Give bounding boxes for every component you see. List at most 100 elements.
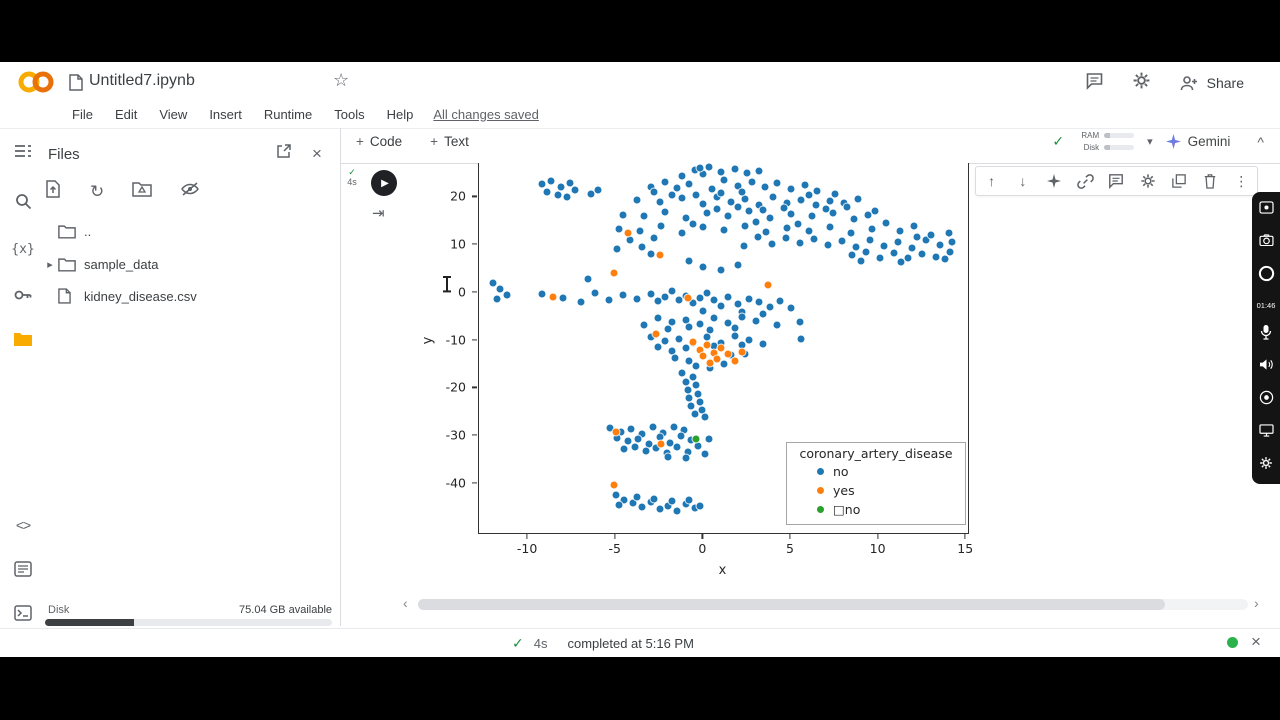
scatter-point <box>847 229 855 237</box>
colab-logo[interactable] <box>16 69 56 95</box>
recorder-settings-gear-icon[interactable] <box>1259 456 1273 475</box>
scatter-point <box>699 352 707 360</box>
webcam-icon[interactable] <box>1259 390 1274 410</box>
x-tick-mark <box>964 534 966 539</box>
tree-item-label: sample_data <box>84 256 159 272</box>
upload-file-icon[interactable] <box>44 180 62 203</box>
scatter-point <box>678 229 686 237</box>
cell-settings-gear-icon[interactable] <box>1138 173 1158 189</box>
move-cell-up-icon[interactable]: ↑ <box>988 173 996 189</box>
cell-add-buttons: + Code + Text <box>356 134 469 149</box>
screenshot-icon[interactable] <box>1258 201 1274 219</box>
add-text-button[interactable]: + Text <box>430 134 469 149</box>
expand-chevron-icon[interactable]: ▸ <box>47 258 53 271</box>
dismiss-status-icon[interactable]: × <box>1251 632 1261 651</box>
scatter-point <box>610 481 618 489</box>
more-actions-icon[interactable]: ⋮ <box>1234 172 1249 189</box>
tree-item-parent[interactable]: .. <box>42 218 338 244</box>
plus-icon: + <box>356 134 364 149</box>
scrollbar-thumb[interactable] <box>418 599 1165 610</box>
scatter-point <box>766 303 774 311</box>
terminal-icon[interactable] <box>12 602 34 624</box>
run-cell-button[interactable]: ▶ <box>371 170 397 196</box>
secrets-key-icon[interactable] <box>12 284 34 306</box>
command-palette-icon[interactable] <box>12 558 34 580</box>
share-button[interactable]: Share <box>1179 74 1244 92</box>
scatter-point <box>805 191 812 199</box>
files-folder-icon-active[interactable] <box>12 328 34 350</box>
menu-view[interactable]: View <box>159 106 188 122</box>
notebook-title[interactable]: Untitled7.ipynb <box>89 72 195 89</box>
y-tick-mark <box>472 482 477 484</box>
scatter-point <box>773 321 781 329</box>
search-icon[interactable] <box>12 190 34 212</box>
scatter-point <box>605 296 613 304</box>
gemini-label: Gemini <box>1187 134 1231 149</box>
scatter-point <box>862 248 870 256</box>
scatter-point <box>745 295 753 303</box>
settings-gear-icon[interactable] <box>1132 71 1151 95</box>
status-exec-time: 4s <box>533 636 548 651</box>
tree-item-sample-data[interactable]: ▸ sample_data <box>42 251 338 277</box>
scroll-left-icon[interactable]: ‹ <box>403 595 408 611</box>
scatter-point <box>946 248 954 256</box>
scatter-point <box>668 497 676 505</box>
resources-dropdown-icon[interactable]: ▾ <box>1147 136 1153 148</box>
menu-edit[interactable]: Edit <box>114 106 138 122</box>
horizontal-scrollbar[interactable] <box>418 599 1248 610</box>
move-cell-down-icon[interactable]: ↓ <box>1019 173 1027 189</box>
output-toggle-icon[interactable]: ⇥ <box>372 205 385 222</box>
star-icon[interactable]: ☆ <box>333 70 350 90</box>
comment-icon[interactable] <box>1106 173 1126 189</box>
scatter-point <box>710 342 718 350</box>
resource-gauges[interactable]: RAM Disk <box>1077 131 1135 152</box>
camera-icon[interactable] <box>1258 233 1274 251</box>
scatter-point <box>554 191 562 199</box>
scatter-point <box>787 304 795 312</box>
variables-icon[interactable]: {x} <box>11 241 35 257</box>
comments-icon[interactable] <box>1085 72 1104 95</box>
mount-drive-icon[interactable] <box>132 181 152 202</box>
changes-saved-status[interactable]: All changes saved <box>433 106 539 122</box>
menu-help[interactable]: Help <box>386 106 414 122</box>
monitor-icon[interactable] <box>1258 424 1274 442</box>
menu-insert[interactable]: Insert <box>209 106 242 122</box>
scatter-point <box>673 443 681 451</box>
x-tick-label: 15 <box>957 541 974 556</box>
scatter-point <box>612 491 620 499</box>
tree-item-kidney-disease-csv[interactable]: kidney_disease.csv <box>42 283 338 309</box>
copy-link-icon[interactable] <box>1075 173 1095 190</box>
scatter-point <box>868 225 876 233</box>
drive-file-icon[interactable] <box>69 74 83 96</box>
scatter-point <box>680 426 688 434</box>
gemini-button[interactable]: Gemini <box>1165 134 1231 149</box>
refresh-icon[interactable]: ↻ <box>90 181 105 201</box>
delete-cell-icon[interactable] <box>1200 173 1220 189</box>
scatter-point <box>661 337 669 345</box>
open-in-new-icon[interactable] <box>276 143 292 164</box>
add-code-button[interactable]: + Code <box>356 134 402 149</box>
file-icon <box>58 288 84 304</box>
scatter-point <box>691 410 699 418</box>
legend-dot-no <box>817 468 824 475</box>
mirror-cell-icon[interactable] <box>1169 174 1189 188</box>
menu-file[interactable]: File <box>72 106 93 122</box>
gemini-spark-icon[interactable] <box>1044 174 1064 188</box>
scatter-point <box>668 347 676 355</box>
speaker-icon[interactable] <box>1259 358 1274 376</box>
code-snippets-icon[interactable]: <> <box>15 517 31 533</box>
close-panel-icon[interactable]: × <box>312 143 322 163</box>
microphone-icon[interactable] <box>1260 324 1272 345</box>
record-stop-icon[interactable] <box>1258 265 1275 287</box>
menu-tools[interactable]: Tools <box>334 106 365 122</box>
collapse-header-icon[interactable]: ^ <box>1257 133 1264 150</box>
scatter-point <box>647 333 655 341</box>
menu-runtime[interactable]: Runtime <box>263 106 313 122</box>
hide-files-eye-icon[interactable] <box>180 181 200 202</box>
scatter-point <box>948 238 956 246</box>
scatter-point <box>624 229 632 237</box>
scroll-right-icon[interactable]: › <box>1254 595 1259 611</box>
table-of-contents-icon[interactable] <box>12 140 34 162</box>
scatter-point <box>652 330 660 338</box>
scatter-point <box>684 294 692 302</box>
